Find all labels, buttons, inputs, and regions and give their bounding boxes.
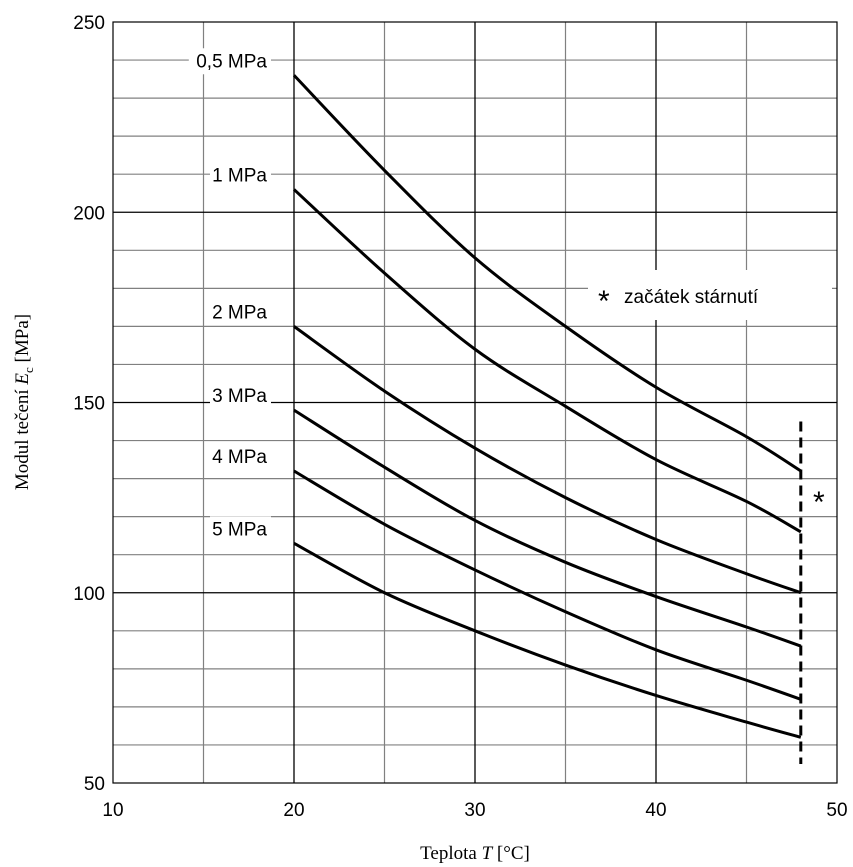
annotation-box: * začátek stárnutí (588, 270, 832, 320)
series-label: 2 MPa (212, 302, 267, 323)
aging-marker-star: * (813, 486, 825, 519)
y-tick-label: 150 (73, 394, 105, 415)
series-line (293, 469, 802, 701)
series-label: 1 MPa (212, 165, 267, 186)
series-label: 0,5 MPa (196, 51, 267, 72)
series-line (293, 541, 802, 739)
x-tick-label: 20 (283, 800, 304, 821)
series-line (292, 74, 802, 473)
y-tick-label: 200 (73, 203, 105, 224)
series-label: 4 MPa (212, 447, 267, 468)
x-tick-label: 10 (102, 800, 123, 821)
annotation-star: * (598, 285, 610, 318)
x-axis-title-prefix: Teplota (420, 843, 481, 864)
x-axis-title-symbol: T (482, 843, 494, 864)
series-label-background (210, 299, 271, 326)
series-line (292, 188, 802, 534)
annotation-background (588, 270, 832, 320)
y-axis-ticks: 50 100 150 200 250 (73, 13, 105, 795)
annotation-text: začátek stárnutí (624, 287, 759, 308)
y-tick-label: 100 (73, 584, 105, 605)
x-axis-title: Teplota T [°C] (420, 843, 530, 864)
x-tick-label: 50 (826, 800, 847, 821)
series-layer (292, 74, 802, 739)
series-line (293, 325, 802, 595)
y-axis-title: Modul tečení Ec [MPa] (12, 314, 36, 490)
series-label: 5 MPa (212, 519, 267, 540)
y-axis-title-symbol: E (12, 373, 33, 386)
y-axis-title-unit: [MPa] (12, 314, 33, 367)
y-axis-title-prefix: Modul tečení (12, 385, 33, 491)
series-label-background (210, 162, 271, 189)
y-tick-label: 250 (73, 13, 105, 34)
y-tick-label: 50 (84, 774, 105, 795)
series-label-background (210, 383, 271, 410)
x-axis-ticks: 10 20 30 40 50 (102, 800, 847, 821)
series-label-background (210, 516, 271, 543)
series-label-background (188, 48, 271, 75)
series-line (293, 408, 802, 648)
y-axis-title-subscript: c (21, 367, 36, 373)
series-label-layer: 0,5 MPa 1 MPa 2 MPa 3 MPa 4 MPa 5 MPa (188, 48, 271, 543)
x-tick-label: 30 (464, 800, 485, 821)
x-tick-label: 40 (645, 800, 666, 821)
series-label: 3 MPa (212, 386, 267, 407)
plot-frame (112, 21, 838, 784)
x-axis-title-unit: [°C] (492, 843, 530, 864)
series-label-background (210, 443, 271, 470)
